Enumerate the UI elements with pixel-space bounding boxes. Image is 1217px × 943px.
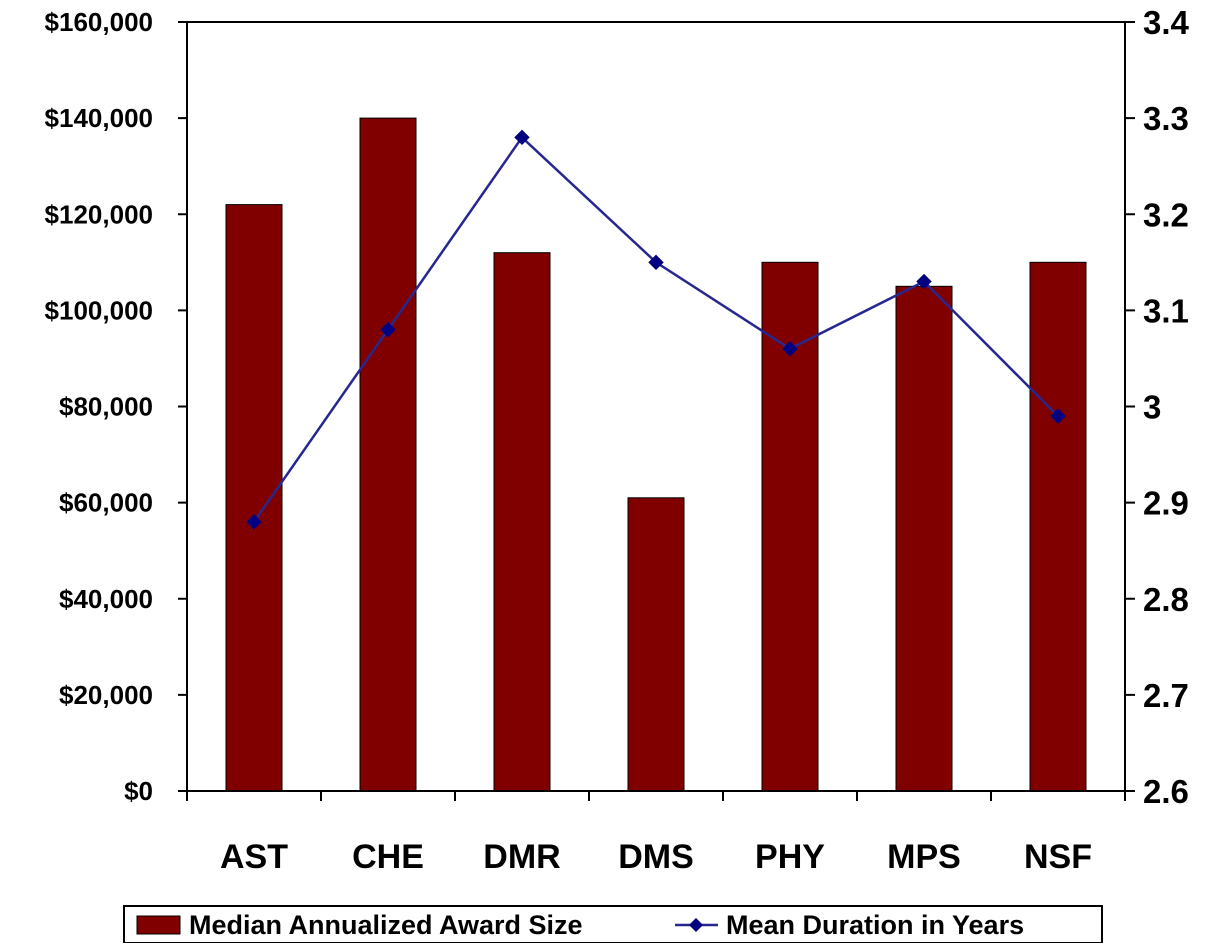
bar-che — [359, 117, 417, 792]
category-label-ast: AST — [220, 838, 288, 876]
duration-marker-dmr — [514, 129, 530, 146]
line-series — [246, 129, 1066, 530]
legend-swatch-marker — [689, 918, 703, 932]
category-labels: AST CHE DMR DMS PHY MPS NSF — [220, 838, 1092, 876]
bar-dms — [627, 497, 685, 792]
left-tick-label: $140,000 — [45, 103, 153, 133]
right-axis-labels: 2.6 2.7 2.8 2.9 3 3.1 3.2 3.3 3.4 — [1143, 4, 1190, 810]
legend-label-line: Mean Duration in Years — [726, 910, 1024, 940]
left-tick-label: $120,000 — [45, 199, 153, 229]
legend-label-bar: Median Annualized Award Size — [189, 910, 583, 940]
category-label-dms: DMS — [618, 838, 694, 876]
left-tick-label: $20,000 — [59, 680, 153, 710]
right-tick-label: 2.8 — [1143, 581, 1189, 618]
bar-mps — [895, 285, 953, 792]
left-axis-labels: $0 $20,000 $40,000 $60,000 $80,000 $100,000 $1… — [45, 7, 153, 806]
left-tick-label: $160,000 — [45, 7, 153, 37]
right-tick-label: 3.1 — [1143, 292, 1189, 329]
category-label-phy: PHY — [755, 838, 825, 876]
bar-ast — [225, 204, 283, 792]
left-tick-label: $40,000 — [59, 584, 153, 614]
legend-box — [123, 905, 1103, 943]
right-tick-label: 3 — [1143, 389, 1161, 426]
left-tick-label: $60,000 — [59, 488, 153, 518]
category-label-che: CHE — [352, 838, 424, 876]
duration-marker-phy — [782, 341, 798, 357]
duration-marker-mps — [916, 273, 932, 290]
left-tick-label: $0 — [124, 776, 153, 806]
duration-marker-nsf — [1050, 408, 1066, 424]
bar-series — [225, 117, 1087, 792]
legend: Median Annualized Award Size Mean Duratio… — [123, 905, 1103, 943]
axes — [178, 21, 1135, 801]
category-label-nsf: NSF — [1024, 838, 1092, 876]
right-tick-label: 3.2 — [1143, 196, 1189, 233]
duration-marker-che — [380, 321, 396, 338]
right-tick-label: 2.6 — [1143, 773, 1189, 810]
category-label-dmr: DMR — [483, 838, 560, 876]
left-tick-label: $100,000 — [45, 295, 153, 325]
right-tick-label: 2.9 — [1143, 485, 1189, 522]
right-tick-label: 3.4 — [1143, 4, 1190, 41]
category-label-mps: MPS — [887, 838, 961, 876]
left-tick-label: $80,000 — [59, 392, 153, 422]
bar-dmr — [493, 252, 551, 792]
duration-marker-dms — [648, 254, 664, 271]
legend-swatch-bar — [136, 915, 181, 935]
bar-nsf — [1029, 261, 1087, 792]
right-tick-label: 2.7 — [1143, 677, 1189, 714]
right-tick-label: 3.3 — [1143, 100, 1189, 137]
duration-marker-ast — [246, 514, 262, 530]
